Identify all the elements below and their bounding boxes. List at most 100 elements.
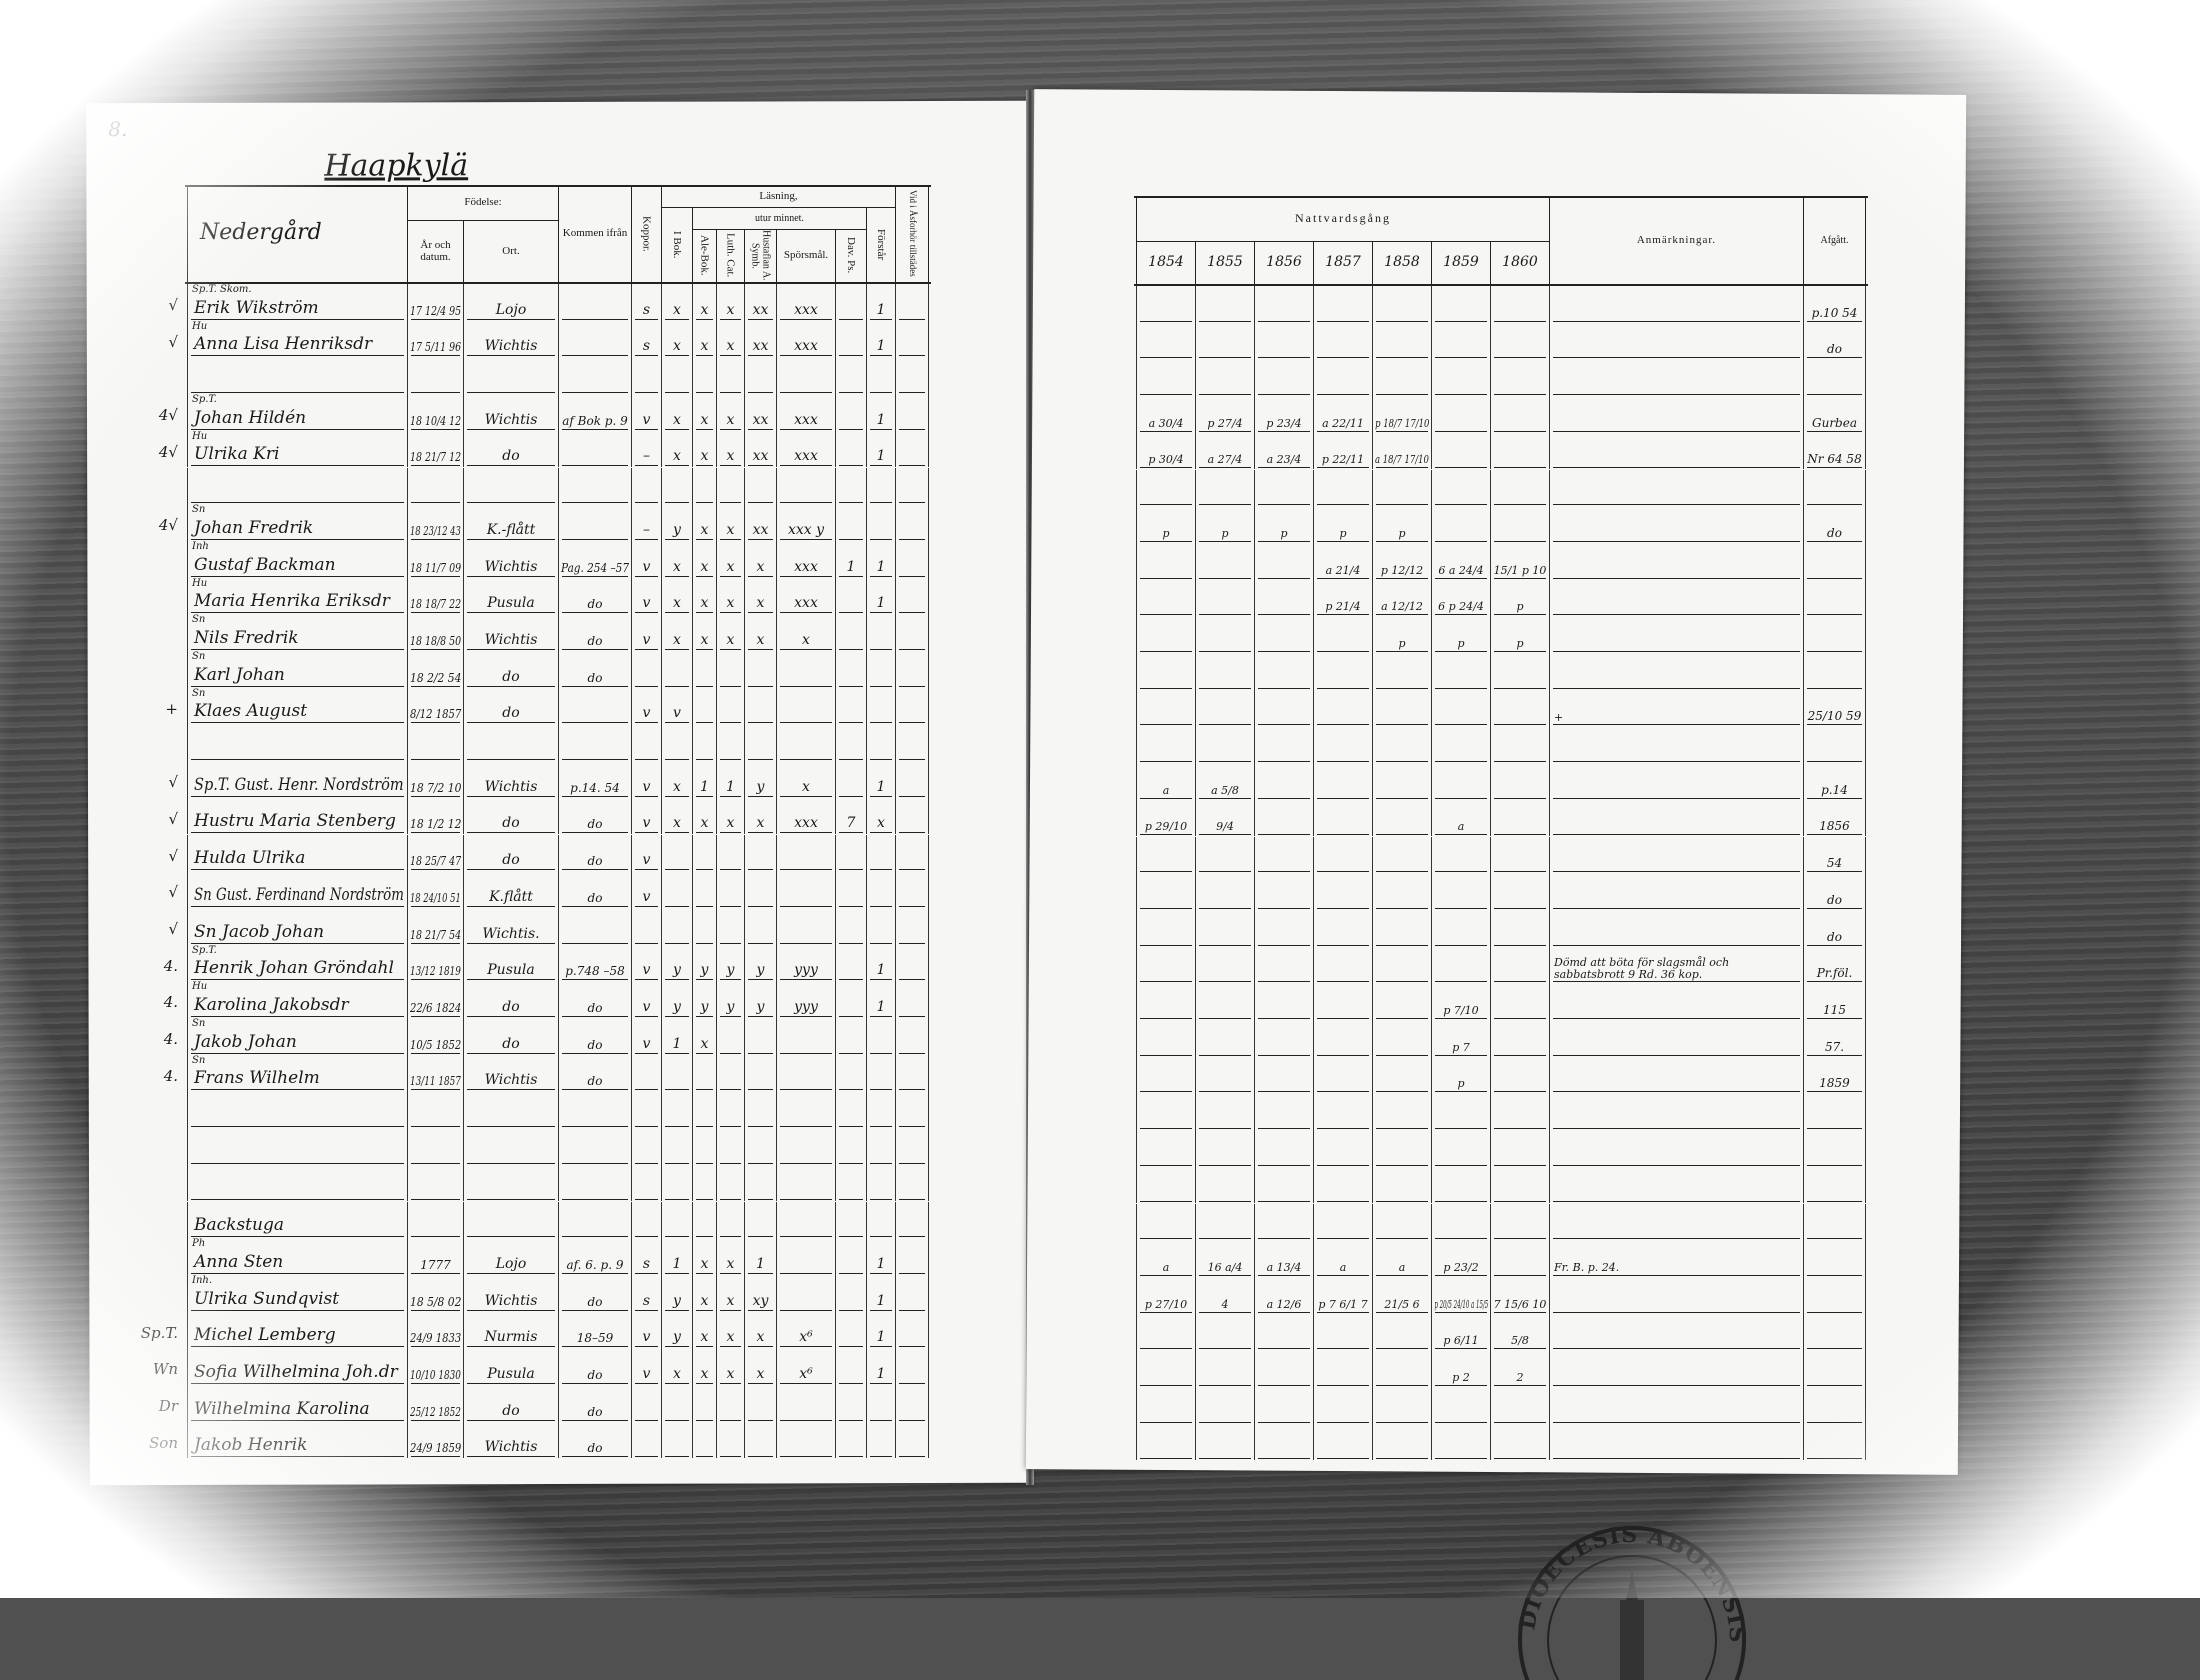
communion-cell-1858: [1372, 469, 1431, 507]
communion-cell-1856: [1254, 653, 1313, 690]
luth-cat-cell: y: [716, 944, 744, 982]
person-name: Michel Lemberg: [187, 1311, 407, 1349]
header-year-1859: 1859: [1431, 241, 1490, 284]
communion-cell-1854: [1136, 836, 1195, 874]
communion-cell-1857: [1313, 1350, 1372, 1387]
birth-place-cell-text: do: [502, 852, 520, 869]
came-from-cell: do: [558, 1385, 631, 1422]
margin-note: √: [168, 846, 178, 865]
i-bok-cell: [661, 1054, 692, 1092]
dav-ps-cell: [835, 944, 866, 982]
person-title: Hu: [192, 981, 208, 993]
communion-cell-1856: [1254, 836, 1313, 874]
forstar-cell-text: 1: [876, 1255, 886, 1272]
hustaflan-cell-text: 1: [756, 1255, 765, 1272]
birth-place-cell-text: do: [502, 1035, 520, 1052]
communion-cell-1854: [1136, 873, 1195, 910]
hustaflan-cell: [744, 687, 776, 725]
departed-cell: do: [1803, 506, 1866, 543]
birth-date-cell-text: 18 11/7 09: [409, 560, 462, 575]
hustaflan-cell-text: xx: [752, 521, 769, 538]
birth-place-cell: [463, 724, 558, 762]
margin-note: √: [168, 773, 178, 792]
birth-place-cell: do: [463, 1018, 558, 1055]
sporsmal-cell: xxx: [776, 430, 835, 468]
koppor-cell-text: s: [642, 338, 651, 355]
vid-forhor-cell: [895, 1348, 929, 1385]
communion-cell-1857: p 7 6/1 7: [1313, 1276, 1372, 1314]
dav-ps-cell: [835, 1385, 866, 1422]
communion-cell-1859: p 20/5 24/10 a 15/5: [1431, 1276, 1490, 1314]
koppor-cell: v: [631, 797, 661, 835]
came-from-cell: [558, 1164, 631, 1202]
departed-cell: p.10 54: [1803, 286, 1866, 323]
forstar-cell: [866, 1054, 895, 1092]
margin-note: Son: [149, 1433, 178, 1452]
sporsmal-cell: x: [776, 614, 835, 651]
hustaflan-cell: x: [744, 1311, 776, 1349]
person-name-text: Karl Johan: [194, 664, 285, 685]
birth-date-cell-text: 22/6 1824: [409, 1000, 462, 1015]
communion-cell-1857-text: a 21/4: [1325, 563, 1361, 577]
communion-cell-1859: [1431, 469, 1490, 507]
person-name-text: Nils Fredrik: [194, 627, 299, 648]
communion-cell-1854: a: [1136, 1240, 1195, 1277]
vid-forhor-cell: [895, 614, 929, 651]
remark-cell: Fr. B. p. 24.: [1549, 1240, 1803, 1277]
koppor-cell-text: v: [642, 1329, 651, 1346]
came-from-cell-text: do: [587, 1037, 603, 1052]
communion-row: a 16 a/4 a 13/4 a a p 23/2 Fr. B. p. 24.: [1136, 1240, 1866, 1277]
communion-cell-1854: [1136, 1203, 1195, 1241]
register-row: Jakob Johan Sn 10/5 1852 do do v 1 x: [187, 1018, 929, 1055]
person-name-text: Gustaf Backman: [194, 554, 336, 575]
communion-cell-1854-text: a 30/4: [1148, 416, 1184, 430]
communion-cell-1854: [1136, 1130, 1195, 1167]
person-name: Sn Jacob Johan: [187, 907, 407, 945]
luth-cat-cell-text: x: [726, 411, 735, 428]
communion-cell-1857: a 22/11: [1313, 396, 1372, 433]
birth-place-cell-text: Pusula: [487, 595, 535, 612]
luth-cat-cell: x: [716, 504, 744, 541]
sporsmal-cell-text: xxx: [794, 448, 818, 465]
forstar-cell: [866, 907, 895, 945]
communion-cell-1860-text: p: [1516, 636, 1524, 650]
came-from-cell: p.14. 54: [558, 761, 631, 798]
person-title: Hu: [192, 430, 208, 442]
header-birth: Födelse:: [407, 185, 558, 220]
communion-cell-1859: [1431, 286, 1490, 323]
section-label: Backstuga: [187, 1201, 407, 1239]
dav-ps-cell: [835, 614, 866, 651]
sporsmal-cell-text: yyy: [794, 962, 818, 979]
communion-cell-1854: [1136, 726, 1195, 764]
hustaflan-cell-text: y: [756, 998, 765, 1015]
person-title: Hu: [192, 577, 208, 589]
communion-cell-1860-text: 5/8: [1511, 1334, 1529, 1348]
remark-cell: [1549, 653, 1803, 690]
communion-table: Nattvardsgång 1854 1855 1856 1857 1858 1859 18…: [1134, 196, 1868, 1466]
dav-ps-cell: [835, 1164, 866, 1202]
communion-cell-1860-text: 7 15/6 10: [1493, 1297, 1547, 1311]
sporsmal-cell: [776, 357, 835, 395]
communion-cell-1855: [1195, 469, 1254, 507]
communion-row: [1136, 469, 1866, 507]
communion-cell-1859: p 6/11: [1431, 1313, 1490, 1351]
hustaflan-cell: xx: [744, 504, 776, 541]
communion-cell-1854: [1136, 542, 1195, 580]
birth-place-cell-text: Wichtis: [484, 558, 538, 575]
communion-cell-1859: [1431, 946, 1490, 984]
person-name-text: Henrik Johan Gröndahl: [194, 958, 394, 979]
vid-forhor-cell: [895, 1201, 929, 1239]
luth-cat-cell: [716, 834, 744, 872]
came-from-cell-text: p.748 –58: [565, 964, 625, 979]
koppor-cell-text: s: [642, 1292, 651, 1309]
communion-cell-1859-text: a: [1457, 820, 1465, 834]
communion-cell-1856: [1254, 1093, 1313, 1131]
koppor-cell: [631, 724, 661, 762]
dav-ps-cell: [835, 761, 866, 798]
remark-cell-text: +: [1554, 710, 1564, 724]
dav-ps-cell: [835, 1018, 866, 1055]
communion-cell-1858: [1372, 286, 1431, 323]
register-row: Wilhelmina Karolina 25/12 1852 do do: [187, 1385, 929, 1422]
sporsmal-cell: [776, 1238, 835, 1275]
vid-forhor-cell: [895, 320, 929, 358]
